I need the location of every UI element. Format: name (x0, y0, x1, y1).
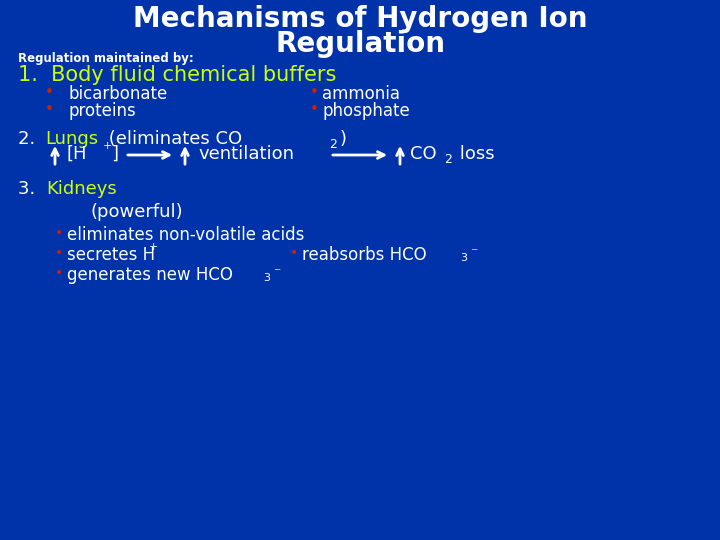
Text: secretes H: secretes H (67, 246, 155, 264)
Text: generates new HCO: generates new HCO (67, 266, 233, 284)
Text: ventilation: ventilation (198, 145, 294, 163)
Text: Mechanisms of Hydrogen Ion: Mechanisms of Hydrogen Ion (132, 5, 588, 33)
Text: Kidneys: Kidneys (46, 180, 117, 198)
Text: •: • (55, 226, 63, 240)
Text: [H: [H (67, 145, 88, 163)
Text: +: + (149, 242, 158, 252)
Text: eliminates non-volatile acids: eliminates non-volatile acids (67, 226, 305, 244)
Text: •: • (290, 246, 298, 260)
Text: •: • (55, 266, 63, 280)
Text: •: • (310, 102, 319, 117)
Text: Lungs: Lungs (45, 130, 98, 148)
Text: loss: loss (454, 145, 495, 163)
Text: 1.  Body fluid chemical buffers: 1. Body fluid chemical buffers (18, 65, 336, 85)
Text: Regulation maintained by:: Regulation maintained by: (18, 52, 194, 65)
Text: proteins: proteins (68, 102, 136, 120)
Text: ⁻: ⁻ (273, 266, 280, 280)
Text: bicarbonate: bicarbonate (68, 85, 167, 103)
Text: •: • (45, 85, 54, 100)
Text: •: • (310, 85, 319, 100)
Text: ]: ] (111, 145, 118, 163)
Text: ): ) (340, 130, 347, 148)
Text: ⁻: ⁻ (470, 246, 477, 260)
Text: 3.: 3. (18, 180, 41, 198)
Text: 2.: 2. (18, 130, 41, 148)
Text: (powerful): (powerful) (90, 203, 183, 221)
Text: (eliminates CO: (eliminates CO (103, 130, 242, 148)
Text: 3: 3 (460, 253, 467, 263)
Text: +: + (103, 141, 112, 151)
Text: ammonia: ammonia (322, 85, 400, 103)
Text: •: • (55, 246, 63, 260)
Text: Regulation: Regulation (275, 30, 445, 58)
Text: reabsorbs HCO: reabsorbs HCO (302, 246, 427, 264)
Text: 2: 2 (329, 138, 337, 151)
Text: 3: 3 (263, 273, 270, 283)
Text: CO: CO (410, 145, 436, 163)
Text: •: • (45, 102, 54, 117)
Text: phosphate: phosphate (322, 102, 410, 120)
Text: 2: 2 (444, 153, 452, 166)
